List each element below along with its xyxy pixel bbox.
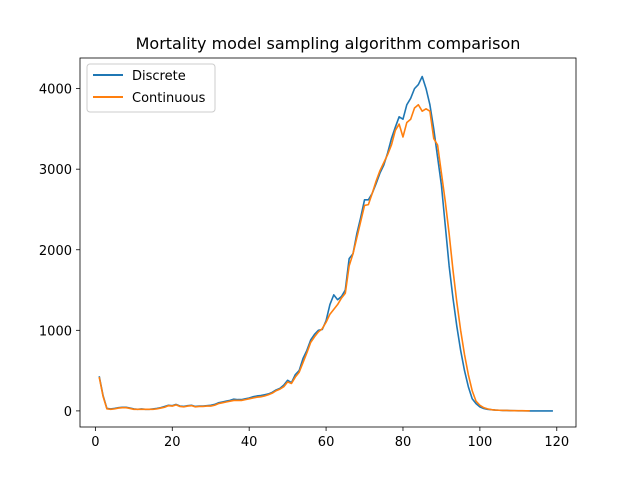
axis-ticks: 0 20 40 60 80 100 120 0 1000 2000 3000 4000 bbox=[39, 83, 569, 450]
x-tick-label: 60 bbox=[318, 435, 335, 450]
x-tick-label: 80 bbox=[395, 435, 412, 450]
axes-frame bbox=[79, 57, 577, 428]
legend: Discrete Continuous bbox=[86, 63, 216, 113]
x-tick-label: 40 bbox=[241, 435, 258, 450]
y-tick-label: 0 bbox=[64, 405, 72, 420]
x-tick-label: 120 bbox=[544, 435, 569, 450]
legend-label-continuous: Continuous bbox=[132, 91, 206, 106]
y-tick-label: 2000 bbox=[39, 244, 72, 259]
series-line-continuous bbox=[98, 103, 530, 412]
legend-label-discrete: Discrete bbox=[132, 69, 186, 84]
x-tick-label: 20 bbox=[164, 435, 181, 450]
x-tick-label: 100 bbox=[467, 435, 492, 450]
y-tick-label: 4000 bbox=[39, 83, 72, 98]
y-tick-label: 1000 bbox=[39, 324, 72, 339]
chart-title: Mortality model sampling algorithm compa… bbox=[136, 34, 521, 53]
plot-area bbox=[98, 75, 553, 412]
y-tick-label: 3000 bbox=[39, 163, 72, 178]
x-tick-label: 0 bbox=[91, 435, 99, 450]
